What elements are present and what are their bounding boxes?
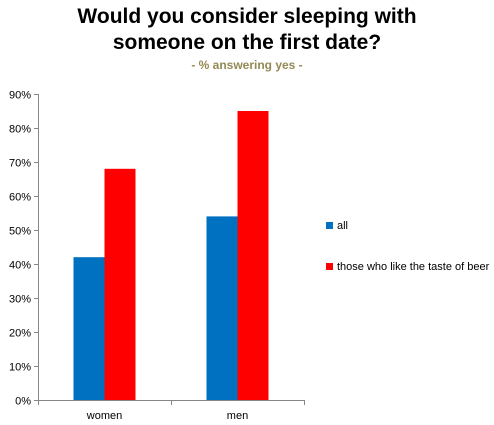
legend-item-beer: those who like the taste of beer xyxy=(326,260,491,275)
y-tick-label: 50% xyxy=(9,226,31,238)
bar-all-men xyxy=(206,216,238,400)
chart-title-line-2: someone on the first date? xyxy=(112,31,382,54)
bar-beer-women xyxy=(104,168,136,400)
bar-all-women xyxy=(73,257,105,400)
chart-tick-labels: 0% 10% 20% 30% 40% 50% 60% 70% 80% 90% women men xyxy=(9,90,248,423)
y-tick-label: 80% xyxy=(9,124,31,136)
bar-beer-men xyxy=(237,111,269,400)
chart-axes xyxy=(34,94,305,405)
y-tick-label: 0% xyxy=(15,396,31,408)
x-tick-label: women xyxy=(86,410,122,422)
legend-label-all: all xyxy=(337,220,349,232)
chart-subtitle: - % answering yes - xyxy=(191,58,303,72)
chart-title: Would you consider sleeping with someone… xyxy=(0,4,494,56)
x-tick-label: men xyxy=(227,410,248,422)
y-tick-label: 90% xyxy=(9,90,31,102)
legend-label-beer: those who like the taste of beer xyxy=(337,261,490,273)
y-tick-label: 20% xyxy=(9,328,31,340)
y-tick-label: 60% xyxy=(9,192,31,204)
chart-bars xyxy=(73,111,269,400)
y-tick-label: 70% xyxy=(9,158,31,170)
y-tick-label: 40% xyxy=(9,260,31,272)
chart-title-line-1: Would you consider sleeping with xyxy=(77,5,417,28)
legend-item-all: all xyxy=(326,219,491,234)
legend-swatch-all xyxy=(326,222,333,229)
legend-swatch-beer xyxy=(326,263,333,270)
y-tick-label: 30% xyxy=(9,294,31,306)
y-tick-label: 10% xyxy=(9,362,31,374)
